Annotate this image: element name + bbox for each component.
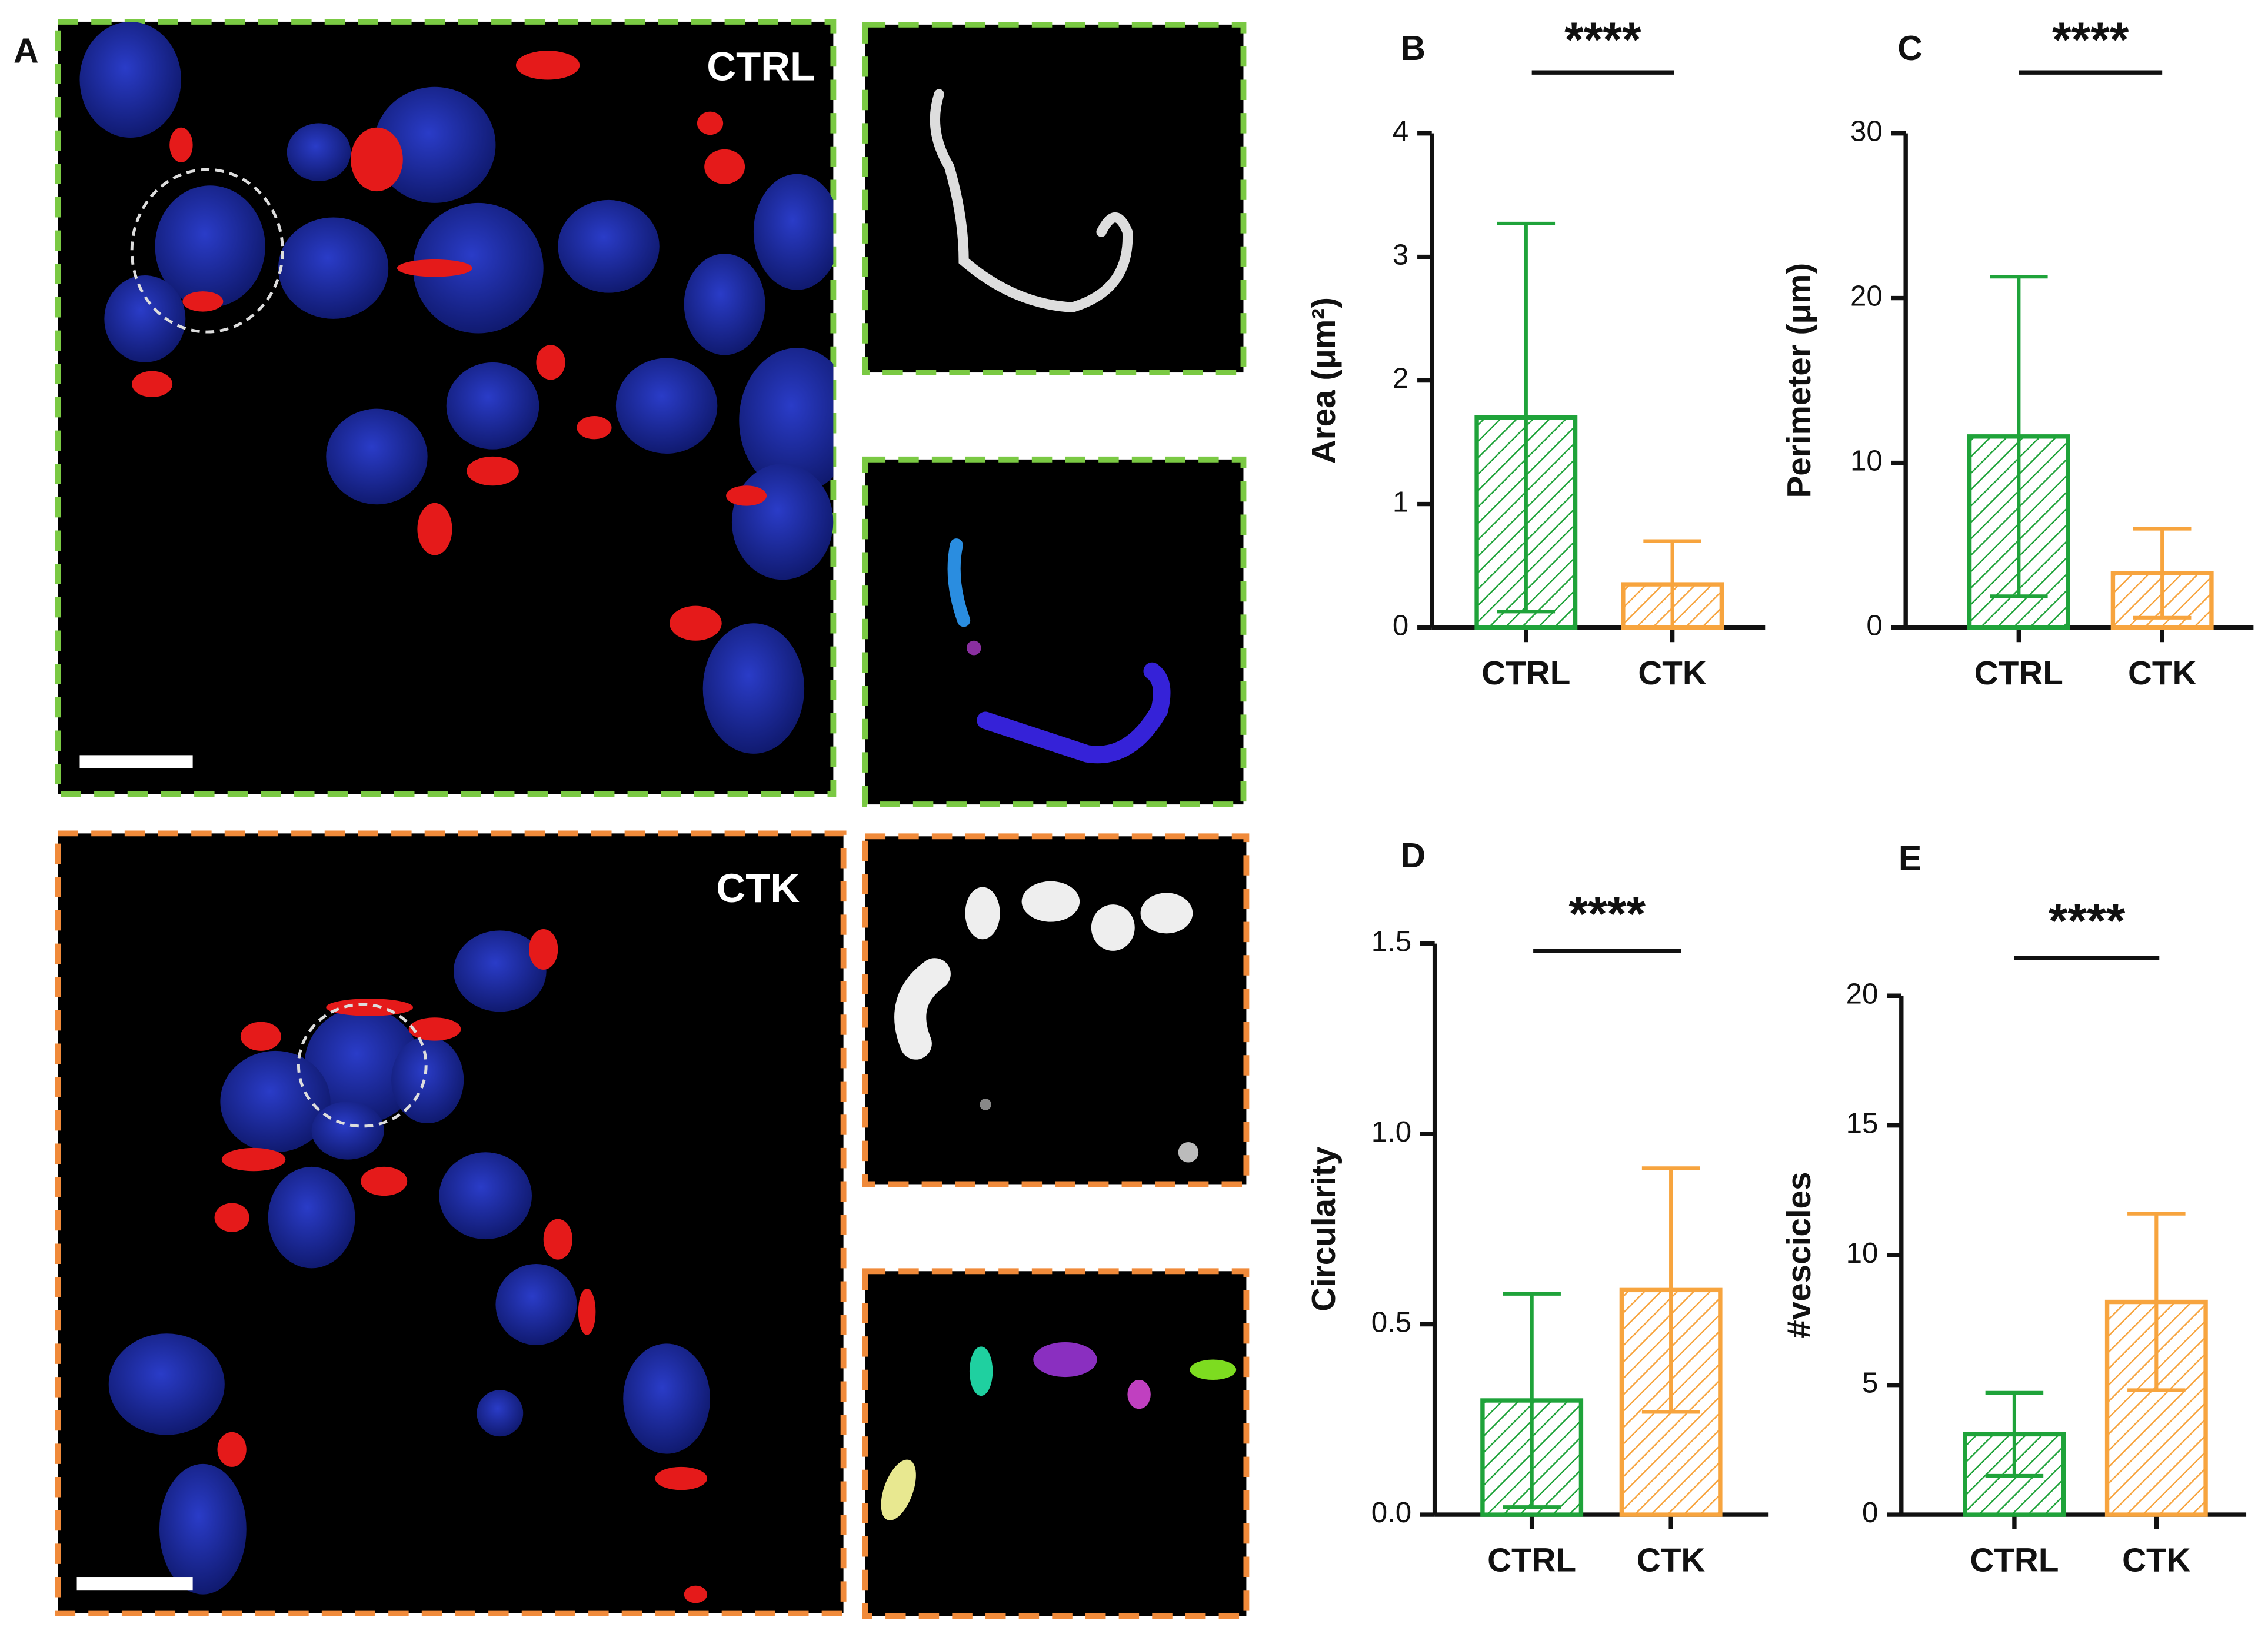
error-bar — [1641, 1166, 1700, 1414]
error-bar — [1503, 1292, 1561, 1509]
y-tick-label: 3 — [1393, 239, 1408, 271]
cells — [108, 929, 710, 1603]
y-tick-label: 10 — [1850, 445, 1883, 477]
cells — [79, 21, 834, 754]
roi-circle — [297, 1003, 428, 1128]
y-tick-label: 4 — [1393, 115, 1408, 148]
y-axis-label: Perimeter (μm) — [1781, 263, 1818, 498]
y-tick-label: 5 — [1862, 1367, 1878, 1399]
y-tick-label: 0 — [1866, 610, 1882, 642]
error-bar — [2133, 527, 2192, 620]
inset-ctrl-segmented — [862, 456, 1247, 808]
significance-label: **** — [2049, 893, 2126, 949]
micrograph-ctk — [55, 830, 847, 1616]
roi-circle — [130, 168, 284, 334]
significance-label: **** — [1569, 886, 1646, 941]
panel-letter: A — [14, 31, 39, 71]
y-axis-label: Circularity — [1305, 1146, 1343, 1312]
y-tick-label: 1.0 — [1371, 1116, 1411, 1148]
significance-label: **** — [2052, 12, 2129, 67]
y-tick-label: 15 — [1846, 1107, 1879, 1140]
x-tick-label: CTK — [2122, 1542, 2191, 1579]
inset-ctrl-raw — [862, 21, 1247, 375]
error-bar — [2127, 1212, 2186, 1392]
x-tick-label: CTRL — [1487, 1542, 1576, 1579]
inset-ctk-raw — [862, 833, 1250, 1187]
micrograph-ctrl — [55, 19, 837, 797]
inset-ctk-segmented — [862, 1268, 1250, 1619]
y-tick-label: 20 — [1846, 977, 1879, 1010]
y-axis-label: #vescicles — [1781, 1172, 1818, 1338]
condition-label: CTRL — [707, 44, 815, 89]
scale-bar — [76, 1577, 193, 1591]
x-tick-label: CTK — [2128, 655, 2197, 692]
condition-label: CTK — [716, 866, 800, 911]
x-tick-label: CTRL — [1481, 655, 1570, 692]
y-tick-label: 0 — [1862, 1496, 1878, 1529]
y-tick-label: 1.5 — [1371, 926, 1411, 958]
y-axis-label: Area (μm²) — [1305, 297, 1343, 464]
y-tick-label: 1 — [1393, 486, 1408, 518]
error-bar — [1990, 275, 2048, 598]
panel-letter: B — [1400, 28, 1426, 68]
significance-label: **** — [1564, 12, 1641, 67]
x-tick-label: CTK — [1638, 655, 1707, 692]
x-tick-label: CTRL — [1970, 1542, 2059, 1579]
y-tick-label: 30 — [1850, 115, 1883, 148]
error-bar — [1985, 1390, 2044, 1478]
y-tick-label: 0 — [1393, 610, 1408, 642]
y-tick-label: 0.0 — [1371, 1496, 1411, 1529]
y-tick-label: 0.5 — [1371, 1306, 1411, 1339]
y-tick-label: 20 — [1850, 280, 1883, 312]
x-tick-label: CTRL — [1974, 655, 2063, 692]
y-tick-label: 10 — [1846, 1237, 1879, 1269]
x-tick-label: CTK — [1637, 1542, 1706, 1579]
y-tick-label: 2 — [1393, 362, 1408, 395]
panel-letter: D — [1400, 836, 1426, 875]
error-bar — [1497, 221, 1556, 614]
panel-letter: C — [1897, 28, 1923, 68]
error-bar — [1643, 539, 1701, 630]
scale-bar — [79, 755, 193, 768]
panel-letter: E — [1899, 839, 1921, 878]
